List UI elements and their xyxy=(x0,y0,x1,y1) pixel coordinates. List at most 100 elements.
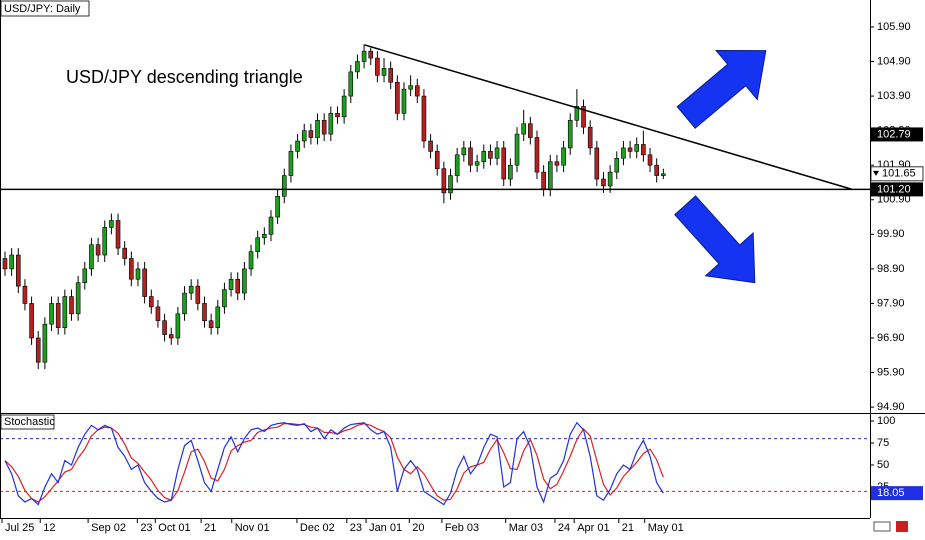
candle-body xyxy=(281,175,287,197)
price-panel xyxy=(0,44,870,370)
indicator-title-box xyxy=(0,414,55,430)
candle-body xyxy=(468,147,473,166)
candle-body xyxy=(521,123,526,135)
price-level-box xyxy=(871,127,923,142)
candle-body xyxy=(208,320,214,328)
candle-body xyxy=(341,95,347,118)
candle-body xyxy=(9,254,14,270)
candle-body xyxy=(22,285,28,304)
candle-body xyxy=(2,258,8,270)
x-tick-label: 20 xyxy=(412,522,424,534)
y-tick-label: 105.90 xyxy=(877,21,911,33)
candle-body xyxy=(321,119,327,135)
candle-body xyxy=(82,268,88,284)
candle-body xyxy=(102,227,108,256)
candle-body xyxy=(481,151,487,163)
x-tick-label: 21 xyxy=(622,522,634,534)
candle-body xyxy=(135,268,141,280)
candle-body xyxy=(594,147,600,180)
candle-body xyxy=(401,88,407,114)
y-tick-label: 100 xyxy=(877,415,895,427)
x-tick-label: 23 xyxy=(350,522,362,534)
candle-body xyxy=(328,113,334,135)
candle-body xyxy=(454,154,460,176)
x-tick-label: Oct 01 xyxy=(158,522,190,534)
candle-body xyxy=(587,126,593,149)
y-tick-label: 104.90 xyxy=(877,55,911,67)
candle-body xyxy=(129,258,134,280)
stochastic-panel xyxy=(0,421,870,506)
candle-body xyxy=(175,313,181,339)
candle-body xyxy=(315,119,320,138)
candle-body xyxy=(647,154,653,166)
candle-body xyxy=(55,303,61,328)
up-arrow xyxy=(676,49,767,129)
candle-body xyxy=(534,137,540,173)
candle-body xyxy=(634,144,640,152)
candle-body xyxy=(641,144,646,156)
down-arrow xyxy=(674,195,756,284)
candle-body xyxy=(35,337,41,363)
candle-body xyxy=(448,175,453,194)
candle-body xyxy=(461,147,467,156)
candle-body xyxy=(222,289,227,308)
candle-body xyxy=(395,81,400,114)
candle-body xyxy=(528,123,533,138)
support-label: 101.20 xyxy=(877,183,911,195)
candle-body xyxy=(494,147,500,159)
y-tick-label: 95.90 xyxy=(877,366,905,378)
scroll-icon[interactable] xyxy=(873,521,891,532)
y-tick-label: 94.90 xyxy=(877,401,905,413)
x-tick-label: 23 xyxy=(140,522,152,534)
candle-body xyxy=(109,220,114,228)
candle-body xyxy=(488,151,493,159)
candle-body xyxy=(215,306,221,328)
chart-title: USD/JPY: Daily xyxy=(4,3,81,15)
arrow-shape xyxy=(674,195,756,284)
candle-body xyxy=(162,320,167,335)
y-tick-label: 99.90 xyxy=(877,228,905,240)
candle-body xyxy=(335,113,340,118)
y-tick-label: 97.90 xyxy=(877,297,905,309)
trend-line xyxy=(364,44,853,191)
x-tick-label: Mar 03 xyxy=(509,522,543,534)
candle-body xyxy=(49,303,54,325)
candle-body xyxy=(375,57,380,76)
candle-body xyxy=(654,164,659,176)
y-tick-label: 75 xyxy=(877,437,889,449)
x-tick-label: Apr 01 xyxy=(577,522,609,534)
candle-body xyxy=(601,178,606,187)
candle-body xyxy=(561,147,566,166)
stochastic-line xyxy=(4,423,664,503)
candle-body xyxy=(188,285,194,294)
x-tick-label: Dec 02 xyxy=(300,522,335,534)
candle-body xyxy=(115,220,121,249)
candle-body xyxy=(388,68,393,83)
y-tick-label: 103.90 xyxy=(877,90,911,102)
candle-body xyxy=(607,171,613,187)
candle-body xyxy=(262,234,267,239)
candle-body xyxy=(142,268,147,297)
x-tick-label: Sep 02 xyxy=(91,522,126,534)
candle-body xyxy=(75,282,81,315)
candle-body xyxy=(661,173,666,176)
candle-body xyxy=(614,157,620,173)
stochastic-line xyxy=(4,421,664,506)
candle-body xyxy=(182,292,187,315)
candle-body xyxy=(89,244,94,270)
annotation: USD/JPY descending triangle xyxy=(66,67,303,87)
y-tick-label: 50 xyxy=(877,459,889,471)
shift-icon[interactable] xyxy=(896,521,908,532)
candle-body xyxy=(508,164,513,180)
stochastic-value-label: 18.05 xyxy=(877,487,905,499)
stochastic-value-box xyxy=(871,486,923,501)
last-price-arrow xyxy=(873,170,879,176)
y-tick-label: 96.90 xyxy=(877,332,905,344)
candle-body xyxy=(122,247,127,259)
candle-body xyxy=(368,50,374,59)
x-tick-label: 24 xyxy=(558,522,570,534)
toolbar-icons[interactable] xyxy=(873,521,908,532)
